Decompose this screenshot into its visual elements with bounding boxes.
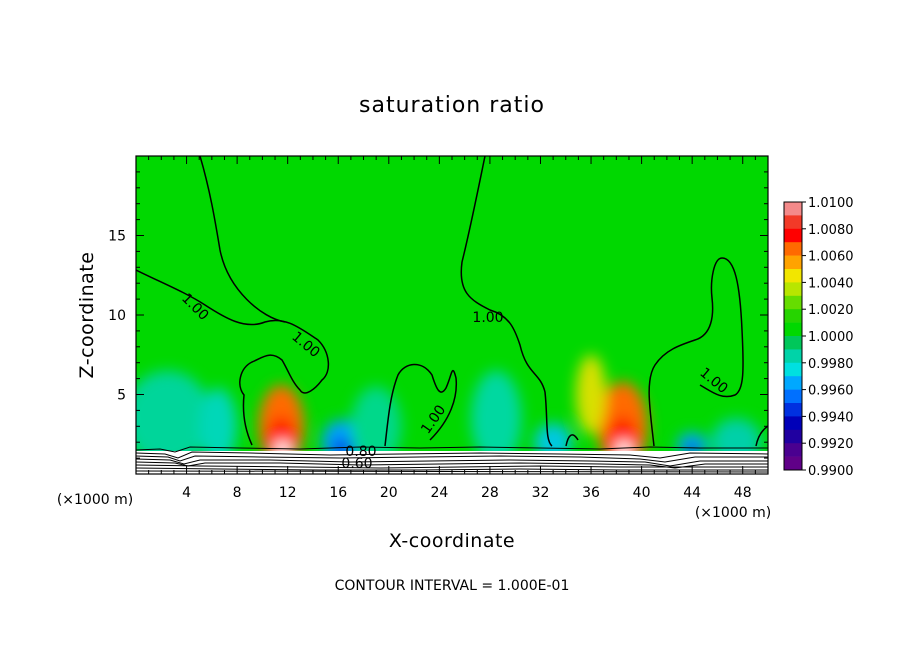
colorbar-label: 0.9940 <box>808 410 854 425</box>
field-blob <box>575 354 607 435</box>
contour-label: 1.00 <box>472 310 503 326</box>
colorbar-swatch <box>784 416 802 431</box>
contour-label: 0.80 <box>345 444 376 460</box>
x-tick-label: 8 <box>233 485 242 501</box>
x-axis-label: X-coordinate <box>389 530 515 552</box>
colorbar-label: 0.9960 <box>808 384 854 399</box>
contour-line-top-left <box>199 156 286 323</box>
colorbar-swatch <box>784 349 802 364</box>
x-axis: 4 8 12 16 20 24 28 32 36 40 44 48 <box>148 156 756 501</box>
colorbar-swatch <box>784 295 802 310</box>
terrain-line-2 <box>136 451 768 459</box>
contour-line-middle-left <box>384 363 458 447</box>
x-tick-label: 40 <box>633 485 651 501</box>
colorbar-swatch <box>784 403 802 417</box>
colorbar-swatch <box>784 202 802 216</box>
contour-lines <box>136 156 768 447</box>
field-blob <box>470 370 522 467</box>
terrain-line-3 <box>136 455 768 463</box>
x-unit-left: (×1000 m) <box>57 492 133 508</box>
colorbar-label: 1.0020 <box>808 303 854 318</box>
colorbar-swatch <box>784 322 802 337</box>
contour-line-left <box>136 269 330 446</box>
colorbar-label: 1.0060 <box>808 250 854 265</box>
colorbar-swatch <box>784 309 802 323</box>
contour-line-small-right <box>755 425 768 447</box>
y-tick-label: 5 <box>117 388 126 404</box>
field-blob <box>136 370 212 467</box>
colorbar-swatch <box>784 255 802 270</box>
plot-area <box>136 156 768 474</box>
colorbar-swatch <box>784 376 802 390</box>
colorbar-swatch <box>784 269 802 283</box>
terrain-line-4 <box>136 458 768 467</box>
colorbar-label: 0.9920 <box>808 437 854 452</box>
colorbar-swatch <box>784 282 802 297</box>
x-tick-label: 32 <box>532 485 550 501</box>
x-tick-label: 12 <box>279 485 297 501</box>
field-blob <box>350 386 402 467</box>
plot-background <box>136 156 768 474</box>
contour-line-small-mid <box>565 434 579 447</box>
y-tick-label: 10 <box>108 308 126 324</box>
x-tick-label: 24 <box>430 485 448 501</box>
chart-title: saturation ratio <box>359 93 545 118</box>
contour-line-right <box>648 257 744 447</box>
contour-label: 0.60 <box>341 456 372 472</box>
colorbar-swatch <box>784 362 802 377</box>
colorbar-swatch <box>784 389 802 404</box>
x-unit-right: (×1000 m) <box>695 505 771 521</box>
colorbar-swatch <box>784 336 802 350</box>
colorbar-label: 1.0080 <box>808 223 854 238</box>
x-tick-label: 16 <box>329 485 347 501</box>
y-axis: 5 10 15 <box>108 171 768 459</box>
contour-line-middle <box>460 156 553 447</box>
colorbar-swatch <box>784 242 802 256</box>
x-tick-label: 36 <box>582 485 600 501</box>
colorbar-label: 1.0000 <box>808 330 854 345</box>
x-tick-label: 48 <box>734 485 752 501</box>
colorbar-swatch <box>784 429 802 444</box>
terrain-fill <box>136 451 768 474</box>
colorbar-label: 0.9900 <box>808 464 854 479</box>
colorbar-label: 1.0100 <box>808 196 854 211</box>
colorbar-swatch <box>784 228 802 243</box>
contour-interval-note: CONTOUR INTERVAL = 1.000E-01 <box>335 578 570 594</box>
y-tick-label: 15 <box>108 229 126 245</box>
x-tick-label: 4 <box>182 485 191 501</box>
colorbar: 1.0100 1.0080 1.0060 1.0040 1.0020 1.0000 0.99… <box>783 196 854 479</box>
terrain-line-1 <box>136 446 768 453</box>
y-axis-label: Z-coordinate <box>76 252 98 379</box>
colorbar-label: 1.0040 <box>808 276 854 291</box>
terrain-line-6 <box>136 464 768 469</box>
colorbar-swatch <box>784 443 802 457</box>
colorbar-swatch <box>784 215 802 230</box>
terrain-line-7 <box>136 467 768 471</box>
colorbar-label: 0.9980 <box>808 357 854 372</box>
x-tick-label: 20 <box>380 485 398 501</box>
x-tick-label: 44 <box>683 485 701 501</box>
terrain-band <box>136 446 768 474</box>
colorbar-swatch <box>784 456 802 471</box>
field-blob <box>199 388 238 465</box>
x-tick-label: 28 <box>481 485 499 501</box>
